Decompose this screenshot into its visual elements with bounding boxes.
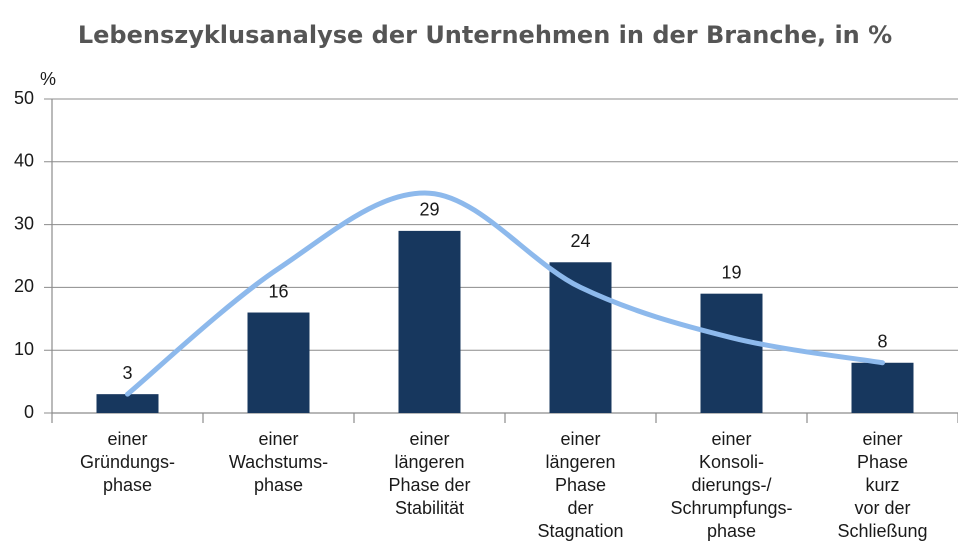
x-tick-label: dierungs-/ [691, 475, 771, 495]
x-tick-label: einer [560, 429, 600, 449]
x-tick-label: Wachstums- [229, 452, 328, 472]
x-tick-label: Schrumpfungs- [670, 498, 792, 518]
x-tick-label: phase [254, 475, 303, 495]
bar [700, 293, 763, 413]
x-tick-label: einer [107, 429, 147, 449]
x-tick-label: einer [711, 429, 751, 449]
y-tick-label: 50 [14, 88, 34, 108]
x-tick-label: Gründungs- [80, 452, 175, 472]
x-tick-label: einer [409, 429, 449, 449]
x-tick-label: einer [258, 429, 298, 449]
x-tick-label: längeren [545, 452, 615, 472]
trend-line [125, 190, 885, 397]
x-tick-label: phase [707, 521, 756, 541]
x-tick-label: längeren [394, 452, 464, 472]
y-tick-label: 30 [14, 213, 34, 233]
data-label: 3 [122, 363, 132, 383]
chart-title: Lebenszyklusanalyse der Unternehmen in d… [78, 21, 892, 49]
y-axis-label: % [40, 69, 56, 89]
y-tick-label: 20 [14, 276, 34, 296]
x-tick-label: kurz [865, 475, 899, 495]
bar [398, 230, 461, 413]
data-label: 29 [419, 200, 439, 220]
data-label: 8 [877, 332, 887, 352]
x-tick-label: der [567, 498, 593, 518]
x-tick-label: Stagnation [537, 521, 623, 541]
bar [247, 312, 310, 413]
y-tick-label: 10 [14, 339, 34, 359]
bar [96, 394, 159, 413]
x-tick-label: Konsoli- [699, 452, 764, 472]
y-tick-label: 0 [24, 402, 34, 422]
data-label: 19 [721, 262, 741, 282]
x-tick-label: Phase [857, 452, 908, 472]
data-label: 24 [570, 231, 590, 251]
x-tick-label: Phase der [388, 475, 470, 495]
x-tick-label: phase [103, 475, 152, 495]
x-tick-label: Phase [555, 475, 606, 495]
x-tick-label: Schließung [837, 521, 927, 541]
data-label: 16 [268, 281, 288, 301]
x-tick-label: einer [862, 429, 902, 449]
x-tick-label: vor der [854, 498, 910, 518]
x-tick-label: Stabilität [395, 498, 464, 518]
y-tick-label: 40 [14, 151, 34, 171]
bar [851, 362, 914, 413]
